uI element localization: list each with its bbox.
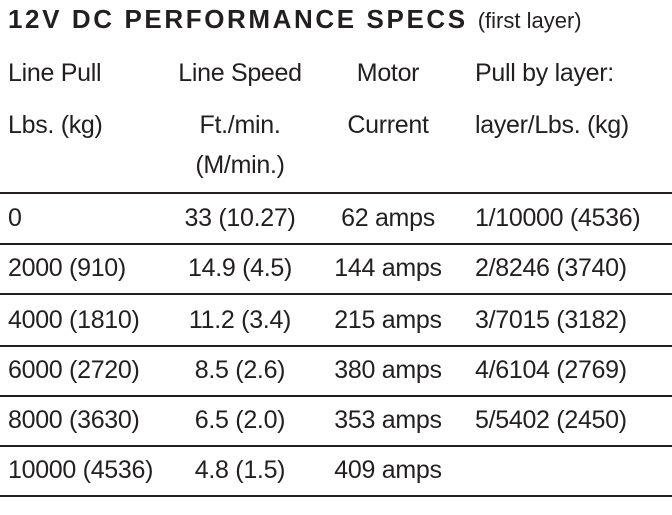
column-header: Motor	[356, 59, 420, 87]
table-cell: 10000 (4536)	[8, 456, 154, 484]
title-main: 12V DC PERFORMANCE SPECS	[8, 4, 468, 34]
table-cell: 409 amps	[334, 456, 442, 484]
table-cell: 6000 (2720)	[8, 356, 140, 384]
table-cell: 0	[8, 204, 22, 232]
table-cell: 353 amps	[334, 406, 442, 434]
row-divider	[0, 243, 672, 245]
column-header: Current	[347, 111, 429, 139]
table-cell: 4/6104 (2769)	[475, 356, 627, 384]
table-cell: 4.8 (1.5)	[194, 456, 286, 484]
table-cell: 2000 (910)	[8, 254, 126, 282]
column-header: Line Pull	[8, 59, 102, 87]
column-header: Ft./min.	[199, 111, 281, 139]
table-cell: 8000 (3630)	[8, 406, 140, 434]
table-cell: 3/7015 (3182)	[475, 306, 627, 334]
table-cell: 5/5402 (2450)	[475, 406, 627, 434]
title-note: (first layer)	[477, 8, 582, 33]
row-divider	[0, 445, 672, 447]
row-divider	[0, 345, 672, 347]
column-header: layer/Lbs. (kg)	[475, 111, 629, 139]
table-cell: 380 amps	[334, 356, 442, 384]
column-header: Lbs. (kg)	[8, 111, 103, 139]
table-cell: 2/8246 (3740)	[475, 254, 627, 282]
table-cell: 8.5 (2.6)	[194, 356, 286, 384]
table-cell: 215 amps	[334, 306, 442, 334]
table-cell: 33 (10.27)	[184, 204, 296, 232]
row-divider	[0, 495, 672, 497]
row-divider	[0, 293, 672, 295]
table-cell: 14.9 (4.5)	[187, 254, 293, 282]
table-cell: 4000 (1810)	[8, 306, 140, 334]
table-cell: 6.5 (2.0)	[194, 406, 286, 434]
row-divider	[0, 395, 672, 397]
table-cell: 11.2 (3.4)	[188, 306, 292, 334]
column-header: Pull by layer:	[475, 59, 614, 87]
row-divider	[0, 192, 672, 194]
title: 12V DC PERFORMANCE SPECS (first layer)	[8, 4, 582, 36]
column-header: Line Speed	[178, 59, 302, 87]
table-cell: 1/10000 (4536)	[475, 204, 641, 232]
column-header: (M/min.)	[195, 151, 285, 179]
table-cell: 144 amps	[334, 254, 442, 282]
table-cell: 62 amps	[341, 204, 435, 232]
